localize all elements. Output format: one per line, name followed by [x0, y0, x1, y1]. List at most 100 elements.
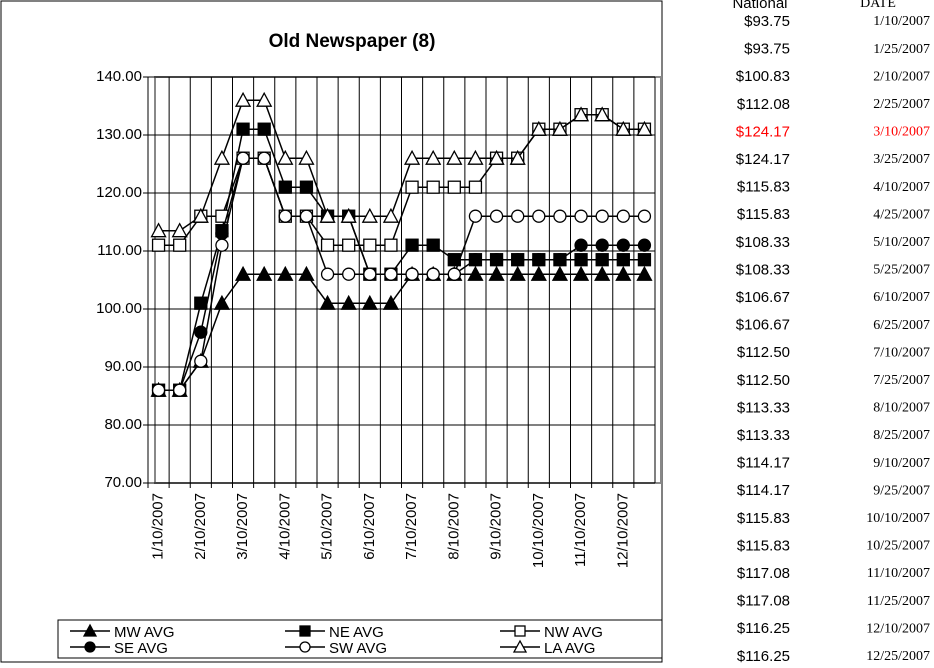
marker: [468, 209, 483, 223]
marker: [298, 265, 315, 281]
marker: [342, 238, 356, 252]
date-cell: 10/25/2007: [866, 539, 930, 554]
marker: [595, 209, 609, 223]
chart-frame: [0, 0, 663, 663]
price-cell: $113.33: [737, 399, 790, 416]
marker: [551, 120, 569, 136]
y-tick-label: 70.00: [104, 474, 142, 491]
marker: [468, 180, 483, 194]
marker: [384, 238, 398, 252]
legend-label: SE AVG: [114, 640, 168, 657]
marker: [382, 294, 400, 310]
date-cell: 9/25/2007: [873, 483, 930, 498]
marker: [277, 265, 294, 281]
marker: [488, 149, 505, 165]
price-cell: $117.08: [737, 565, 790, 582]
price-cell: $115.83: [737, 510, 790, 527]
marker: [511, 209, 525, 223]
price-cell: $112.50: [737, 372, 790, 389]
price-cell: $106.67: [736, 317, 790, 334]
marker: [574, 253, 588, 267]
marker: [512, 639, 528, 653]
marker: [509, 265, 526, 281]
marker: [173, 238, 187, 252]
date-cell: 1/25/2007: [873, 42, 930, 57]
marker: [236, 151, 250, 165]
marker: [236, 122, 250, 136]
table-header: DATE: [860, 0, 896, 11]
legend-label: SW AVG: [329, 640, 387, 657]
marker: [574, 209, 588, 223]
marker: [615, 120, 632, 136]
marker: [363, 267, 377, 281]
date-cell: 11/25/2007: [867, 594, 930, 609]
marker: [489, 209, 504, 223]
price-cell: $115.83: [737, 179, 790, 196]
marker: [616, 238, 630, 252]
marker: [616, 209, 630, 223]
date-cell: 4/10/2007: [873, 180, 930, 195]
table-header: National: [732, 0, 787, 12]
x-tick-label: 8/10/2007: [445, 493, 462, 560]
marker: [405, 180, 419, 194]
marker: [340, 207, 357, 223]
marker: [384, 267, 398, 281]
x-tick-label: 3/10/2007: [234, 493, 251, 560]
marker: [468, 253, 483, 267]
y-tick-label: 100.00: [96, 300, 142, 317]
marker: [257, 122, 271, 136]
y-tick-label: 80.00: [104, 416, 142, 433]
price-cell: $108.33: [736, 261, 790, 278]
price-cell: $114.17: [737, 455, 790, 472]
marker: [257, 151, 271, 165]
marker: [363, 238, 377, 252]
x-tick-label: 1/10/2007: [150, 493, 167, 560]
date-cell: 12/10/2007: [866, 621, 930, 636]
marker: [509, 149, 526, 165]
marker: [553, 209, 567, 223]
marker: [299, 180, 314, 194]
x-tick-label: 12/10/2007: [614, 493, 631, 568]
date-cell: 9/10/2007: [873, 456, 930, 471]
date-cell: 12/25/2007: [866, 649, 930, 664]
marker: [319, 294, 336, 310]
marker: [382, 207, 400, 223]
marker: [299, 209, 314, 223]
price-cell: $93.75: [744, 41, 790, 58]
marker: [84, 641, 96, 653]
marker: [173, 383, 187, 397]
price-cell: $116.25: [737, 620, 790, 637]
y-tick-label: 120.00: [96, 184, 142, 201]
marker: [616, 253, 630, 267]
marker: [532, 209, 546, 223]
y-tick-label: 110.00: [97, 242, 142, 259]
marker: [299, 641, 311, 653]
marker: [636, 120, 653, 136]
y-tick-label: 140.00: [96, 68, 142, 85]
marker: [447, 267, 461, 281]
price-cell: $106.67: [736, 289, 790, 306]
marker: [215, 238, 229, 252]
legend-label: MW AVG: [114, 624, 175, 641]
marker: [425, 149, 442, 165]
marker: [342, 267, 356, 281]
marker: [595, 253, 609, 267]
marker: [150, 222, 167, 238]
marker: [319, 207, 336, 223]
price-cell: $116.25: [737, 648, 790, 665]
price-cell: $115.83: [737, 537, 790, 554]
marker: [426, 267, 440, 281]
marker: [403, 149, 421, 165]
marker: [488, 265, 505, 281]
marker: [171, 222, 188, 238]
date-cell: 2/10/2007: [873, 69, 930, 84]
marker: [194, 296, 208, 310]
marker: [299, 625, 311, 637]
date-cell: 1/10/2007: [873, 14, 930, 29]
x-tick-label: 7/10/2007: [403, 493, 420, 560]
legend: [57, 619, 663, 659]
marker: [82, 623, 98, 637]
marker: [447, 180, 461, 194]
price-cell: $124.17: [736, 123, 790, 140]
